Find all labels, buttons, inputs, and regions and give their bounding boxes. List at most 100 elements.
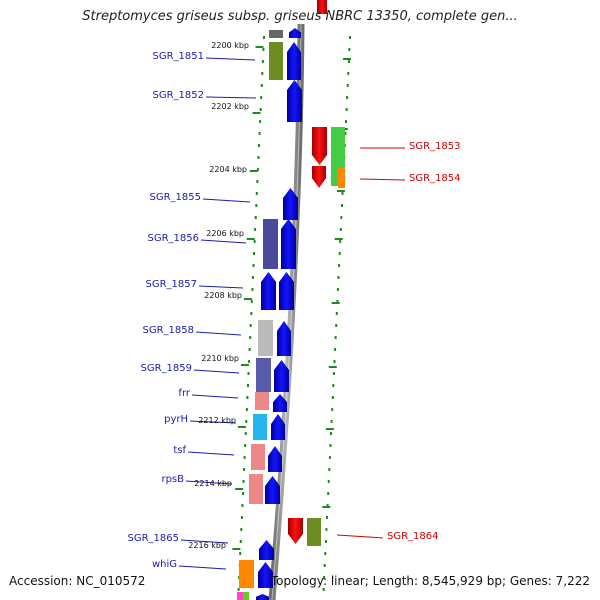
cds-box xyxy=(317,0,327,14)
dot-mark xyxy=(332,372,335,375)
cds-arrow xyxy=(274,360,289,392)
dot-mark xyxy=(244,432,247,435)
tick-dash xyxy=(249,170,258,172)
feature-box xyxy=(331,127,345,169)
feature-box xyxy=(269,30,283,38)
dot-mark xyxy=(241,504,244,507)
dot-mark xyxy=(341,192,344,195)
tick-dash xyxy=(243,298,252,300)
gene-label-sgr_1864[interactable]: SGR_1864 xyxy=(387,531,439,542)
cds-arrow xyxy=(312,127,327,165)
dot-mark xyxy=(254,216,257,219)
dot-mark xyxy=(237,588,240,591)
tick-dash xyxy=(246,238,255,240)
cds-arrow xyxy=(288,518,303,544)
feature-box xyxy=(258,320,273,356)
dot-mark xyxy=(248,360,251,363)
tick-dash xyxy=(325,428,334,430)
cds-arrow xyxy=(277,321,291,356)
gene-label-rpsb[interactable]: rpsB xyxy=(161,474,184,485)
gene-label-sgr_1858[interactable]: SGR_1858 xyxy=(142,325,195,336)
dot-mark xyxy=(335,324,338,327)
tick-dash xyxy=(235,488,244,490)
dot-mark xyxy=(242,480,245,483)
gene-label-sgr_1854[interactable]: SGR_1854 xyxy=(409,173,461,184)
dot-mark xyxy=(263,36,265,39)
dot-mark xyxy=(334,336,337,339)
leader-line xyxy=(205,96,257,99)
leader-line xyxy=(200,239,247,244)
feature-box xyxy=(263,219,278,269)
dot-mark xyxy=(345,120,347,123)
gene-label-sgr_1865[interactable]: SGR_1865 xyxy=(127,533,180,544)
leader-line xyxy=(198,285,244,289)
cds-arrow xyxy=(279,272,294,310)
tick-label: 2202 kbp xyxy=(211,102,249,111)
cds-arrow xyxy=(268,446,282,472)
cds-arrow xyxy=(289,28,301,38)
gene-label-sgr_1855[interactable]: SGR_1855 xyxy=(149,192,202,203)
dot-mark xyxy=(326,516,328,519)
dot-mark xyxy=(239,540,242,543)
leader-line xyxy=(185,480,233,485)
gene-label-sgr_1857[interactable]: SGR_1857 xyxy=(145,279,198,290)
leader-line xyxy=(187,451,235,456)
dot-mark xyxy=(338,264,341,267)
leader-line xyxy=(189,420,237,424)
gene-label-sgr_1851[interactable]: SGR_1851 xyxy=(152,51,205,62)
dot-mark xyxy=(247,384,249,387)
dot-mark xyxy=(243,456,246,459)
gene-label-frr[interactable]: frr xyxy=(178,388,190,399)
dot-mark xyxy=(253,240,256,243)
dot-mark xyxy=(324,552,327,555)
feature-box xyxy=(255,392,269,410)
dot-mark xyxy=(337,276,340,279)
dot-mark xyxy=(250,300,253,303)
cds-arrow xyxy=(256,594,269,600)
dot-mark xyxy=(344,132,347,135)
gene-label-sgr_1853[interactable]: SGR_1853 xyxy=(409,141,461,152)
dot-mark xyxy=(346,84,349,87)
dot-mark xyxy=(258,132,261,135)
dot-mark xyxy=(247,372,250,375)
dot-mark xyxy=(339,240,342,243)
dot-mark xyxy=(335,312,338,315)
dot-mark xyxy=(347,60,350,63)
cds-arrow xyxy=(273,394,287,412)
dot-mark xyxy=(332,384,335,387)
gene-label-sgr_1859[interactable]: SGR_1859 xyxy=(140,363,193,374)
gene-label-whig[interactable]: whiG xyxy=(151,559,177,570)
leader-line xyxy=(178,565,227,570)
dot-mark xyxy=(249,336,252,339)
dot-mark xyxy=(338,252,341,255)
cds-arrow xyxy=(281,219,296,269)
leader-line xyxy=(193,369,240,374)
dot-mark xyxy=(333,360,336,363)
gene-label-tsf[interactable]: tsf xyxy=(173,445,186,456)
gene-label-sgr_1856[interactable]: SGR_1856 xyxy=(147,233,200,244)
gene-label-pyrh[interactable]: pyrH xyxy=(164,414,188,425)
leader-line xyxy=(180,539,229,544)
dot-mark xyxy=(328,468,331,471)
feature-box xyxy=(269,42,283,80)
gene-label-sgr_1852[interactable]: SGR_1852 xyxy=(152,90,205,101)
dot-mark xyxy=(327,492,330,495)
dot-mark xyxy=(239,552,242,555)
dot-mark xyxy=(242,492,244,495)
dot-mark xyxy=(249,324,252,327)
feature-box xyxy=(239,560,254,588)
cds-arrow xyxy=(312,166,326,188)
feature-box xyxy=(307,518,321,546)
tick-label: 2214 kbp xyxy=(194,479,232,488)
tick-dash xyxy=(334,238,343,240)
dot-mark xyxy=(256,168,259,171)
leader-line xyxy=(336,534,384,539)
dot-mark xyxy=(251,288,254,291)
tick-dash xyxy=(331,302,340,304)
dot-mark xyxy=(325,528,328,531)
dot-mark xyxy=(246,396,249,399)
tick-dash xyxy=(232,548,241,550)
dot-mark xyxy=(341,204,343,207)
dot-mark xyxy=(339,228,342,231)
